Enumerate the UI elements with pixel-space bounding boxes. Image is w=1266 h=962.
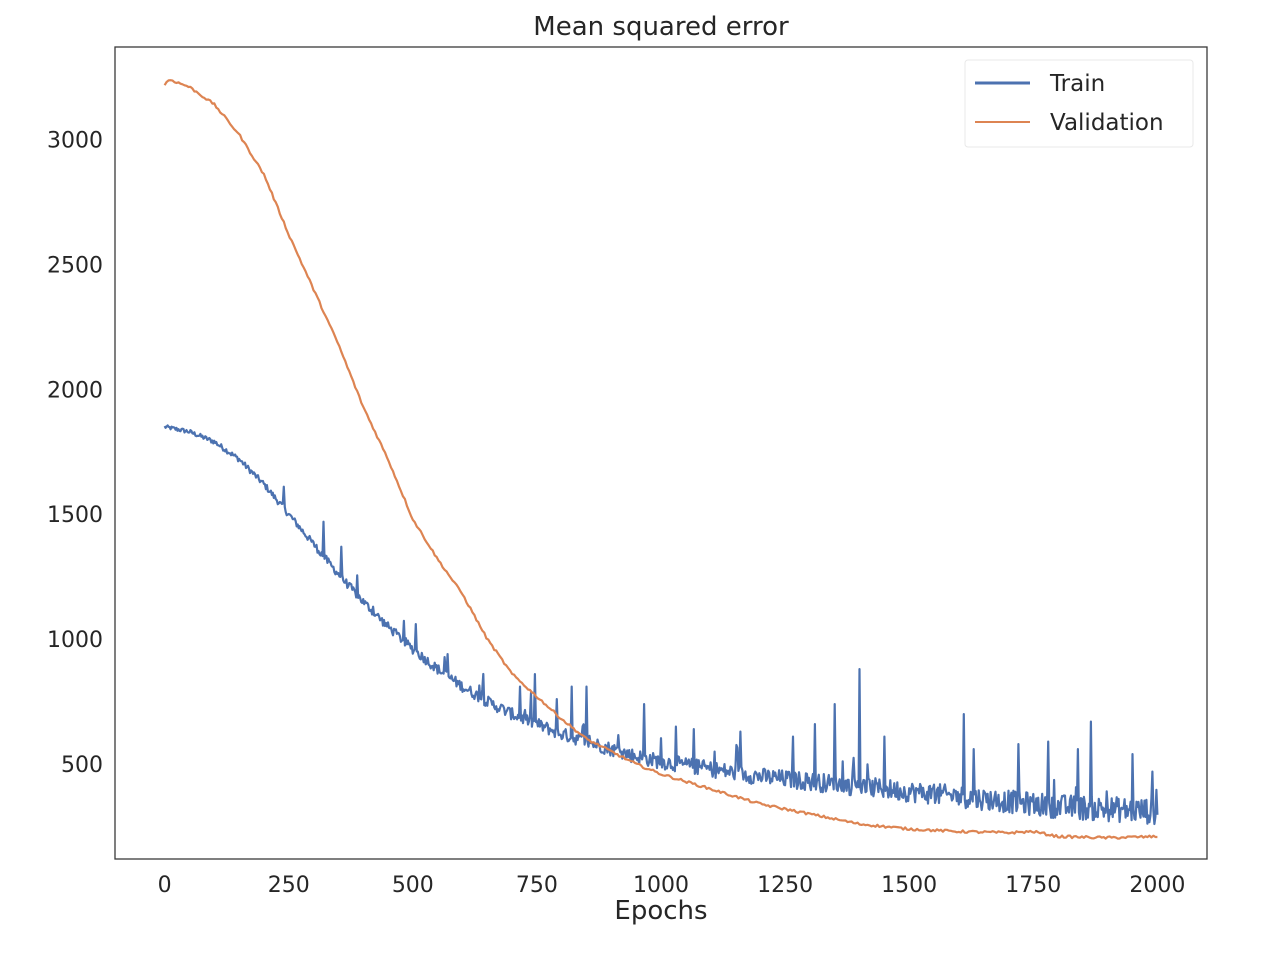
chart-title: Mean squared error — [533, 12, 789, 42]
series-train — [163, 424, 1159, 826]
y-tick-label: 2500 — [47, 253, 103, 278]
x-tick-label: 1000 — [633, 873, 689, 898]
x-tick-label: 500 — [392, 873, 434, 898]
axes-layer: 0 250 500 750 1000 1250 1500 1750 2000 500 1000 150… — [47, 46, 1208, 898]
series-validation — [163, 79, 1158, 840]
legend-label-train: Train — [1049, 71, 1105, 97]
x-tick-label: 250 — [268, 873, 310, 898]
x-tick-label: 1750 — [1005, 873, 1061, 898]
train-line — [163, 424, 1159, 826]
y-tick-label: 2000 — [47, 378, 103, 403]
validation-line — [163, 79, 1158, 840]
x-tick-label: 0 — [158, 873, 172, 898]
y-tick-label: 3000 — [47, 128, 103, 153]
plot-frame — [114, 46, 1208, 860]
y-tick-label: 1500 — [47, 503, 103, 528]
x-axis-label: Epochs — [614, 896, 708, 926]
series-layer — [163, 79, 1159, 840]
x-tick-label: 1500 — [881, 873, 937, 898]
y-tick-label: 1000 — [47, 628, 103, 653]
x-tick-label: 2000 — [1129, 873, 1185, 898]
y-tick-label: 500 — [61, 753, 103, 778]
legend: Train Validation — [964, 59, 1194, 148]
x-tick-label: 1250 — [757, 873, 813, 898]
x-tick-label: 750 — [516, 873, 558, 898]
legend-label-validation: Validation — [1050, 110, 1164, 136]
